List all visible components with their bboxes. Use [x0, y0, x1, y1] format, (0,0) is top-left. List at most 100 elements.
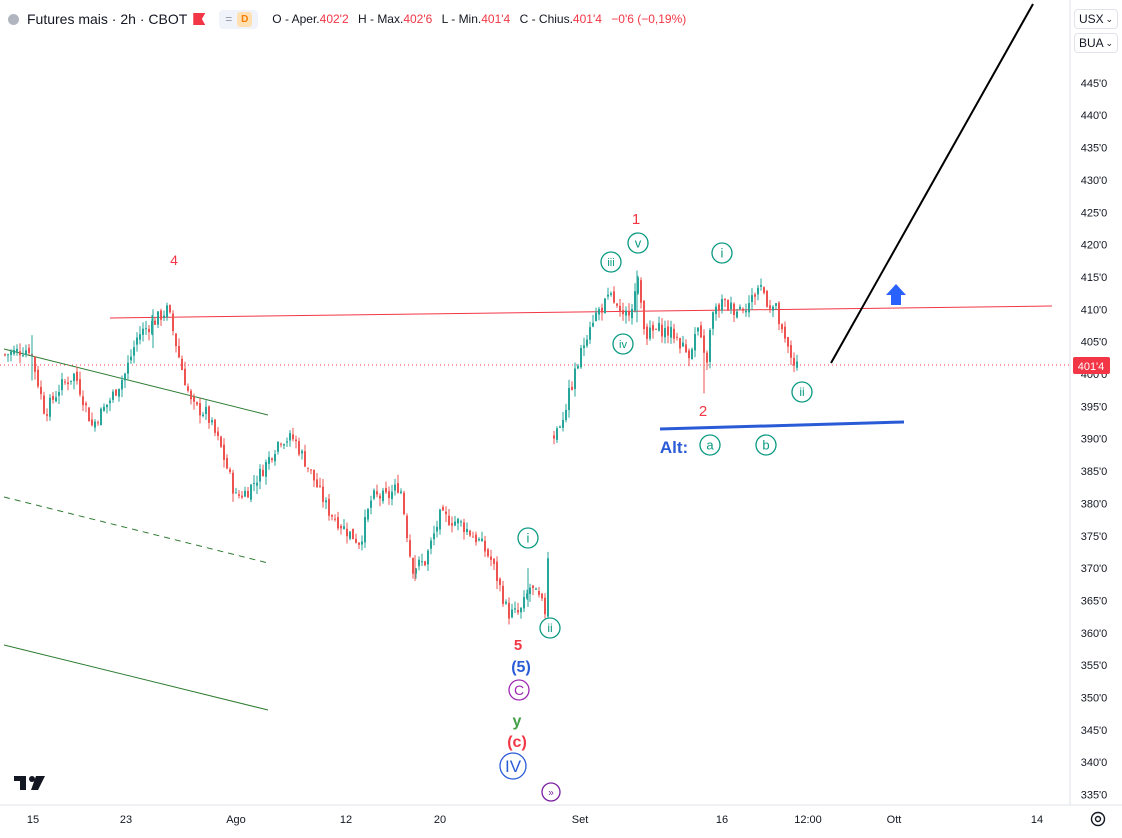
- wave-5-label: 5: [514, 637, 522, 654]
- candle-body: [511, 609, 513, 618]
- candle-body: [667, 326, 669, 336]
- candle-body: [628, 310, 630, 316]
- price-tick-label: 350'0: [1081, 693, 1108, 705]
- up-arrow-icon[interactable]: [886, 284, 906, 305]
- unit-select[interactable]: BUA ⌄: [1074, 33, 1118, 53]
- time-tick-label: 20: [434, 814, 446, 826]
- price-axis[interactable]: 445'0 440'0 435'0 430'0 425'0 420'0 415'0 410'0…: [1069, 0, 1110, 805]
- tradingview-logo-icon[interactable]: [14, 772, 46, 794]
- candle-body: [106, 404, 108, 408]
- candle-body: [298, 441, 300, 455]
- candle-body: [433, 533, 435, 540]
- candle-body: [178, 345, 180, 358]
- candle-body: [127, 362, 129, 374]
- candle-body: [757, 287, 759, 295]
- data-mode-pill[interactable]: = D: [219, 9, 259, 29]
- candle-body: [514, 608, 516, 610]
- settings-gear-icon[interactable]: [1089, 810, 1107, 828]
- candle-body: [214, 419, 216, 433]
- candle-body: [688, 350, 690, 359]
- wave-ii-low-label-circle: [539, 617, 561, 639]
- candle-body: [496, 561, 498, 582]
- projection-line[interactable]: [830, 3, 1034, 364]
- candle-body: [79, 379, 81, 395]
- candle-body: [721, 299, 723, 311]
- candle-body: [226, 457, 228, 469]
- candle-body: [412, 558, 414, 574]
- candle-body: [28, 347, 30, 354]
- flag-icon[interactable]: [193, 13, 206, 25]
- candle-body: [784, 326, 786, 339]
- ohlc-values: O - Aper.402'2 H - Max.402'6 L - Min.401…: [272, 12, 686, 26]
- close-value: 401'4: [572, 12, 602, 26]
- candle-body: [631, 308, 633, 319]
- symbol-logo-icon: [8, 13, 19, 25]
- candle-body: [235, 492, 237, 494]
- candle-body: [136, 337, 138, 345]
- candle-body: [295, 439, 297, 442]
- wave-iv-label: iv: [619, 339, 627, 351]
- candle-body: [271, 458, 273, 461]
- currency-select[interactable]: USX ⌄: [1074, 9, 1118, 29]
- wave-ii-high-label-circle: [791, 381, 813, 403]
- candle-body: [739, 306, 741, 310]
- candle-body: [532, 585, 534, 589]
- candle-body: [19, 351, 21, 356]
- open-label: O - Aper.: [272, 12, 320, 26]
- time-axis[interactable]: 15 23 Ago 12 20 Set 16 12:00 Ott 14: [0, 804, 1122, 826]
- candle-body: [244, 490, 246, 497]
- candle-body: [607, 294, 609, 297]
- wave-ii-low-label: ii: [547, 621, 552, 635]
- time-tick-label: 12:00: [794, 814, 822, 826]
- alt-b-label: b: [762, 438, 769, 453]
- candle-body: [37, 369, 39, 387]
- candle-body: [376, 491, 378, 495]
- candle-body: [148, 328, 150, 333]
- symbol-title[interactable]: Futures mais · 2h · CBOT: [27, 11, 188, 27]
- candle-body: [94, 421, 96, 428]
- candle-body: [301, 450, 303, 454]
- candle-body: [451, 523, 453, 526]
- candle-body: [580, 347, 582, 368]
- chevron-down-icon: ⌄: [1105, 13, 1113, 24]
- wave-i-high-label: i: [721, 246, 724, 261]
- candle-body: [664, 328, 666, 338]
- candle-body: [748, 303, 750, 313]
- candle-body: [742, 308, 744, 311]
- upper-channel-line[interactable]: [3, 348, 269, 416]
- candle-body: [133, 347, 135, 356]
- candle-body: [670, 326, 672, 338]
- candle-body: [706, 352, 708, 363]
- wave-1-label: 1: [632, 211, 640, 228]
- candle-body: [727, 299, 729, 310]
- candle-body: [679, 337, 681, 349]
- candle-body: [466, 528, 468, 533]
- candle-body: [208, 406, 210, 423]
- price-tick-label: 430'0: [1081, 175, 1108, 187]
- alt-support-line[interactable]: [659, 420, 905, 431]
- delayed-badge: D: [237, 11, 253, 27]
- candle-body: [88, 407, 90, 422]
- mid-channel-line[interactable]: [3, 496, 269, 564]
- symbol-header[interactable]: Futures mais · 2h · CBOT = D O - Aper.40…: [8, 8, 686, 30]
- price-tick-label: 390'0: [1081, 434, 1108, 446]
- candle-body: [469, 530, 471, 536]
- candle-body: [625, 310, 627, 316]
- candle-body: [229, 469, 231, 472]
- candle-body: [124, 373, 126, 381]
- resistance-line[interactable]: [109, 305, 1053, 319]
- candle-body: [730, 302, 732, 310]
- low-label: L - Min.: [441, 12, 482, 26]
- candle-body: [202, 414, 204, 417]
- candle-body: [175, 333, 177, 347]
- candle-body: [646, 326, 648, 339]
- candle-body: [403, 492, 405, 515]
- wave-2-label: 2: [699, 403, 707, 420]
- wave-C-label: C: [514, 682, 524, 698]
- candle-body: [400, 491, 402, 493]
- lower-channel-line[interactable]: [3, 644, 269, 711]
- open-value: 402'2: [319, 12, 349, 26]
- candle-body: [604, 298, 606, 313]
